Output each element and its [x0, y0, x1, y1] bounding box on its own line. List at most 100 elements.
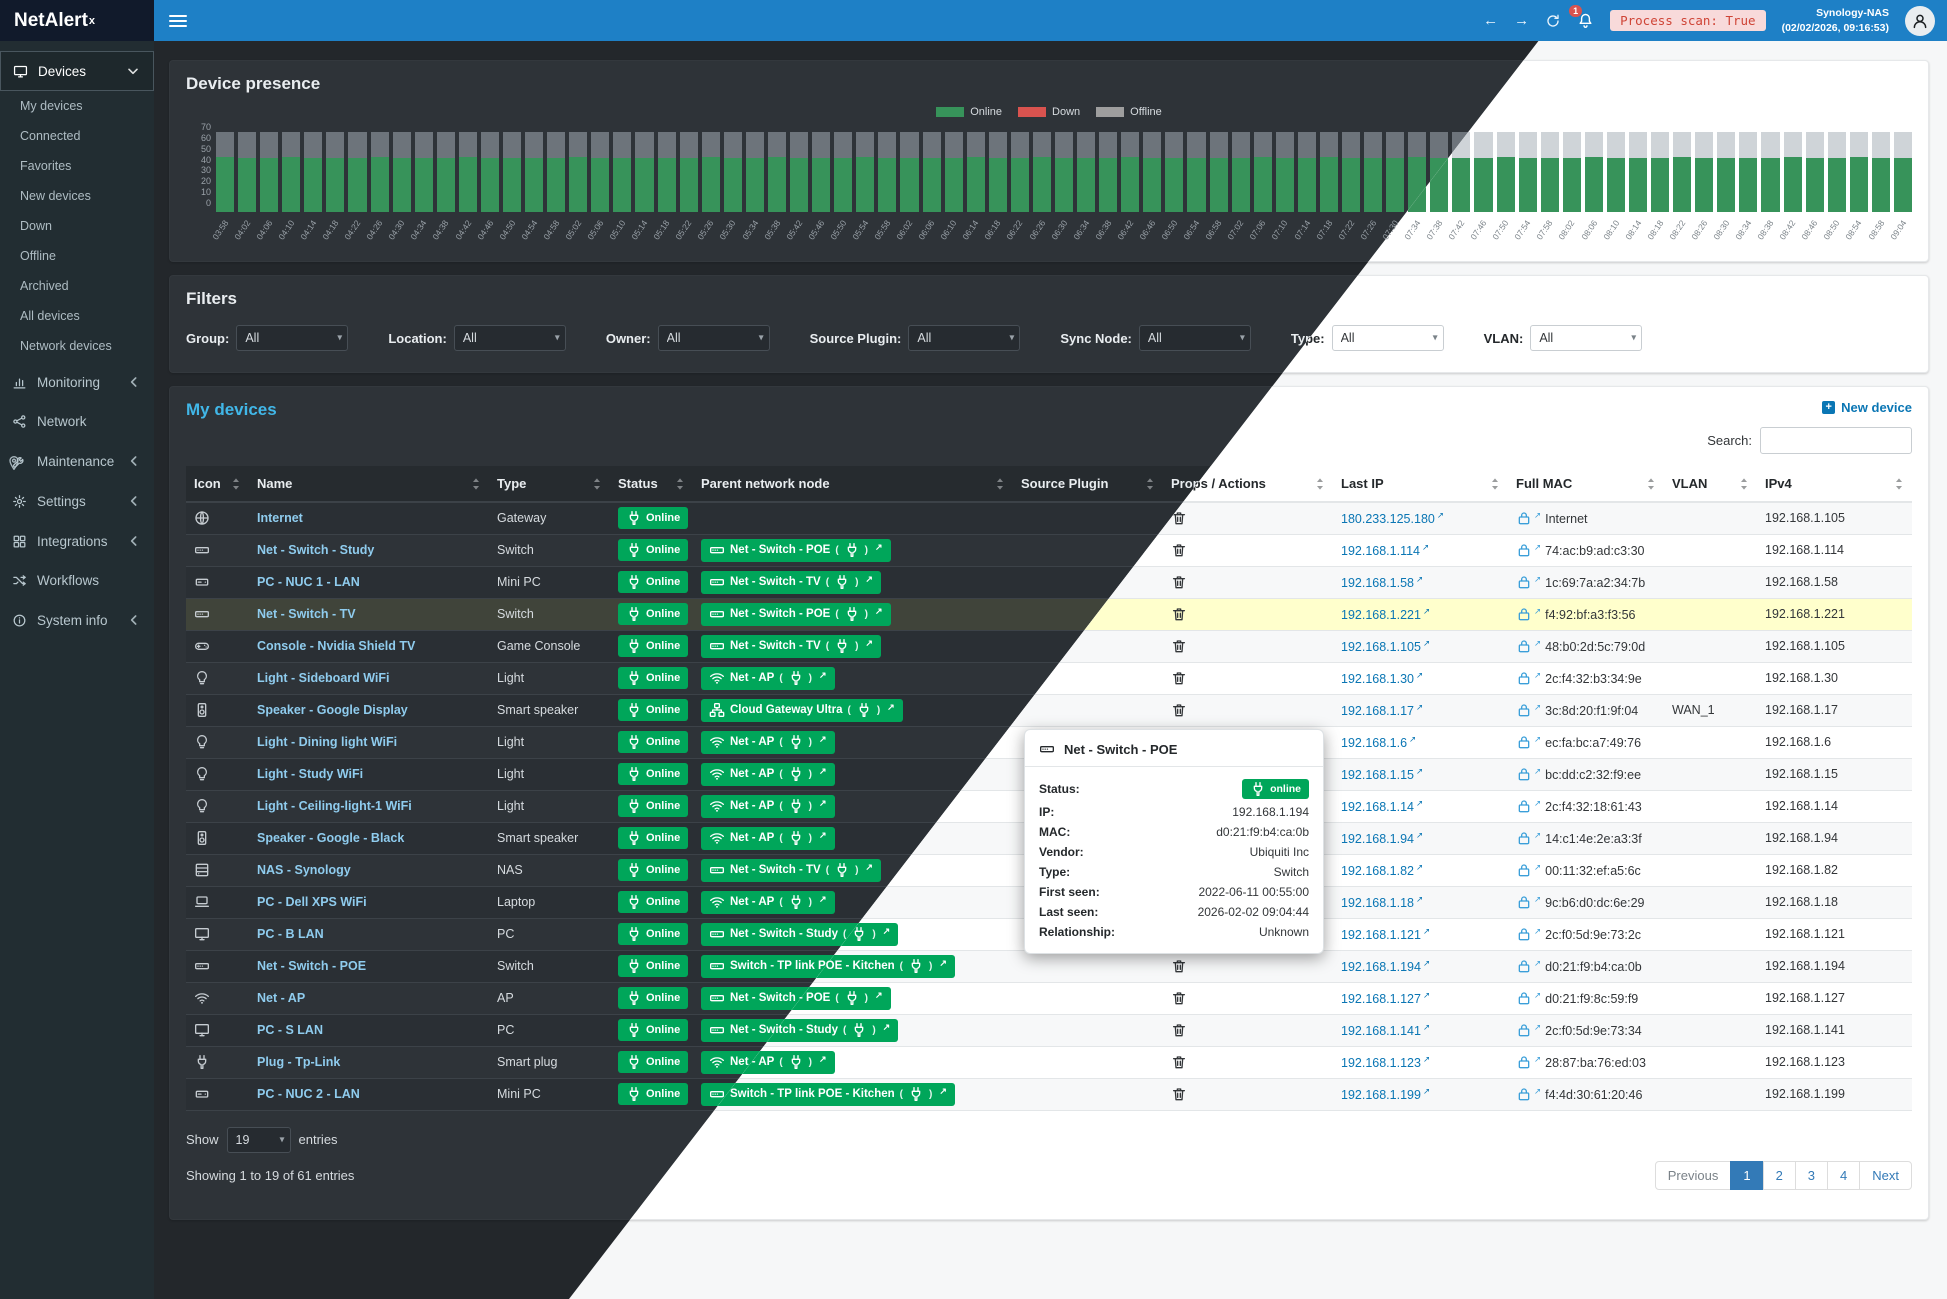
status-badge[interactable]: Online — [618, 859, 689, 881]
pagination-page-4[interactable]: 4 — [1827, 1160, 1861, 1190]
last-ip-link[interactable]: 192.168.1.15↗ — [1341, 765, 1424, 783]
pagination-page-2[interactable]: 2 — [1762, 1160, 1796, 1190]
last-ip-link[interactable]: 192.168.1.141↗ — [1341, 1021, 1431, 1039]
status-badge[interactable]: Online — [618, 507, 689, 530]
sort-icon[interactable] — [1487, 476, 1503, 492]
lock-icon[interactable]: ↗ — [1516, 638, 1545, 654]
sort-icon[interactable] — [589, 476, 605, 492]
lock-icon[interactable]: ↗ — [1516, 766, 1545, 782]
last-ip-link[interactable]: 192.168.1.82↗ — [1341, 861, 1424, 879]
status-badge[interactable]: Online — [618, 667, 689, 689]
column-header-last-ip[interactable]: Last IP — [1333, 466, 1508, 503]
sidebar-item-monitoring[interactable]: Monitoring — [0, 363, 154, 401]
delete-device-button[interactable] — [1171, 542, 1187, 558]
last-ip-link[interactable]: 192.168.1.121↗ — [1341, 925, 1431, 943]
last-ip-link[interactable]: 192.168.1.14↗ — [1341, 797, 1424, 815]
lock-icon[interactable]: ↗ — [1516, 1054, 1545, 1070]
sidebar-subitem-connected[interactable]: Connected — [0, 121, 154, 151]
sidebar-subitem-new-devices[interactable]: New devices — [0, 181, 154, 211]
last-ip-link[interactable]: 192.168.1.6↗ — [1341, 733, 1417, 751]
last-ip-link[interactable]: 192.168.1.18↗ — [1341, 893, 1424, 911]
status-badge[interactable]: Online — [618, 827, 689, 849]
lock-icon[interactable]: ↗ — [1516, 1022, 1545, 1038]
lock-icon[interactable]: ↗ — [1516, 926, 1545, 942]
status-badge[interactable]: Online — [618, 1083, 689, 1105]
status-badge[interactable]: Online — [618, 923, 689, 945]
sidebar-subitem-favorites[interactable]: Favorites — [0, 151, 154, 181]
last-ip-link[interactable]: 192.168.1.58↗ — [1341, 573, 1424, 591]
last-ip-link[interactable]: 192.168.1.17↗ — [1341, 701, 1424, 719]
status-badge[interactable]: Online — [618, 1019, 689, 1041]
parent-node-badge[interactable]: Net - Switch - POE()↗ — [701, 602, 891, 626]
lock-icon[interactable]: ↗ — [1516, 574, 1545, 590]
lock-icon[interactable]: ↗ — [1516, 1086, 1545, 1102]
last-ip-link[interactable]: 192.168.1.30↗ — [1341, 669, 1424, 687]
pagination-previous[interactable]: Previous — [1654, 1160, 1732, 1190]
sort-icon[interactable] — [1643, 476, 1659, 492]
parent-node-badge[interactable]: Net - Switch - POE()↗ — [701, 538, 891, 562]
lock-icon[interactable]: ↗ — [1516, 798, 1545, 814]
sidebar-subitem-down[interactable]: Down — [0, 211, 154, 241]
delete-device-button[interactable] — [1171, 1086, 1187, 1102]
sort-icon[interactable] — [468, 476, 484, 492]
status-badge[interactable]: Online — [618, 1051, 689, 1073]
last-ip-link[interactable]: 192.168.1.127↗ — [1341, 989, 1431, 1007]
entries-per-page-select[interactable]: 19 — [226, 1126, 291, 1153]
parent-node-badge[interactable]: Net - AP()↗ — [701, 666, 835, 690]
lock-icon[interactable]: ↗ — [1516, 542, 1545, 558]
lock-icon[interactable]: ↗ — [1516, 510, 1545, 526]
last-ip-link[interactable]: 192.168.1.194↗ — [1341, 957, 1431, 975]
parent-node-badge[interactable]: Net - AP()↗ — [701, 890, 835, 914]
sort-icon[interactable] — [228, 476, 244, 492]
lock-icon[interactable]: ↗ — [1516, 862, 1545, 878]
parent-node-badge[interactable]: Net - Switch - TV()↗ — [701, 570, 881, 594]
column-header-v-lan[interactable]: V­LAN — [1664, 466, 1757, 503]
pagination-next[interactable]: Next — [1859, 1160, 1912, 1190]
sidebar-subitem-all-devices[interactable]: All devices — [0, 301, 154, 331]
filter-select-owner[interactable]: All — [657, 325, 770, 351]
sidebar-subitem-network-devices[interactable]: Network devices — [0, 331, 154, 361]
last-ip-link[interactable]: 192.168.1.123↗ — [1341, 1053, 1431, 1071]
column-header-full-mac[interactable]: Full MAC — [1508, 466, 1664, 503]
delete-device-button[interactable] — [1171, 606, 1187, 622]
filter-select-group[interactable]: All — [236, 325, 349, 351]
delete-device-button[interactable] — [1171, 702, 1187, 718]
sidebar-item-settings[interactable]: Settings — [0, 482, 154, 520]
sidebar-subitem-offline[interactable]: Offline — [0, 241, 154, 271]
column-header-name[interactable]: Name — [249, 466, 489, 503]
lock-icon[interactable]: ↗ — [1516, 830, 1545, 846]
status-badge[interactable]: Online — [618, 987, 689, 1009]
sidebar-subitem-my-devices[interactable]: My devices — [0, 91, 154, 121]
sidebar-item-integrations[interactable]: Integrations — [0, 522, 154, 560]
sidebar-toggle-button[interactable] — [154, 0, 202, 41]
lock-icon[interactable]: ↗ — [1516, 702, 1545, 718]
last-ip-link[interactable]: 192.168.1.199↗ — [1341, 1085, 1431, 1103]
column-header-ipv4[interactable]: IPv4 — [1757, 466, 1912, 503]
column-header-parent-network-node[interactable]: Parent network node — [693, 466, 1013, 503]
sort-icon[interactable] — [1312, 476, 1328, 492]
sort-icon[interactable] — [1891, 476, 1907, 492]
parent-node-badge[interactable]: Net - Switch - TV()↗ — [701, 634, 881, 658]
last-ip-link[interactable]: 192.168.1.221↗ — [1341, 605, 1431, 623]
lock-icon[interactable]: ↗ — [1516, 670, 1545, 686]
status-badge[interactable]: Online — [618, 571, 689, 593]
lock-icon[interactable]: ↗ — [1516, 606, 1545, 622]
lock-icon[interactable]: ↗ — [1516, 958, 1545, 974]
parent-node-badge[interactable]: Cloud Gateway Ultra()↗ — [701, 698, 903, 722]
status-badge[interactable]: Online — [618, 795, 689, 817]
delete-device-button[interactable] — [1171, 670, 1187, 686]
parent-node-badge[interactable]: Net - AP()↗ — [701, 730, 835, 754]
sort-icon[interactable] — [1736, 476, 1752, 492]
last-ip-link[interactable]: 180.233.125.180↗ — [1341, 510, 1444, 527]
status-badge[interactable]: Online — [618, 763, 689, 785]
delete-device-button[interactable] — [1171, 958, 1187, 974]
last-ip-link[interactable]: 192.168.1.114↗ — [1341, 541, 1430, 559]
column-header-status[interactable]: Status — [610, 466, 693, 503]
column-header-icon[interactable]: Icon — [186, 466, 249, 503]
user-avatar[interactable] — [1905, 5, 1935, 36]
sort-icon[interactable] — [672, 476, 688, 492]
sort-icon[interactable] — [1142, 476, 1158, 492]
status-badge[interactable]: Online — [618, 731, 689, 753]
delete-device-button[interactable] — [1171, 574, 1187, 590]
